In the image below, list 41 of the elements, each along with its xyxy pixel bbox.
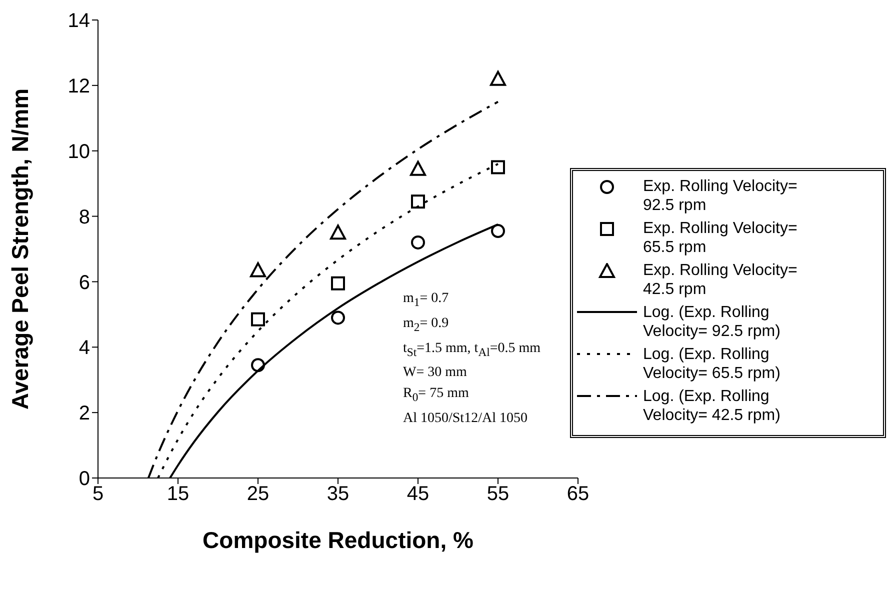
x-tick-label: 5 (92, 483, 104, 506)
point (491, 224, 505, 238)
y-tick-label: 14 (68, 10, 90, 32)
annotation: Al 1050/St12/Al 1050 (403, 410, 528, 428)
annotation: W= 30 mm (403, 364, 468, 382)
legend-label: Exp. Rolling Velocity= 42.5 rpm (643, 261, 798, 299)
y-tick-label: 10 (68, 140, 90, 163)
point (251, 312, 265, 326)
point (490, 70, 506, 86)
point (331, 310, 345, 325)
y-tick-label: 2 (78, 402, 90, 425)
x-tick-label: 45 (406, 483, 430, 506)
point (251, 358, 265, 372)
point (491, 160, 505, 174)
point (331, 276, 345, 290)
point (250, 262, 266, 278)
annotation: m$_{2}$= 0.9 (403, 314, 450, 336)
point (411, 194, 425, 209)
y-tick-label: 0 (78, 468, 90, 490)
point (330, 224, 346, 240)
annotation: R$_{0}$= 75 mm (403, 385, 470, 406)
point (411, 235, 425, 250)
y-tick-label: 8 (78, 206, 90, 228)
y-tick-label: 6 (78, 272, 90, 294)
y-tick-label: 4 (78, 337, 90, 360)
legend-label: Exp. Rolling Velocity= 65.5 rpm (643, 219, 798, 257)
point (410, 160, 426, 176)
x-tick-label: 55 (486, 483, 510, 506)
annotation: t$_{St}$=1.5 mm, t$_{Al}$=0.5 mm (403, 340, 541, 360)
annotation: m$_{1}$= 0.7 (403, 290, 450, 311)
legend-label: Log. (Exp. Rolling Velocity= 65.5 rpm) (643, 345, 782, 383)
x-axis-title: Composite Reduction, % (202, 527, 474, 553)
y-tick-label: 12 (68, 76, 90, 98)
legend-label: Exp. Rolling Velocity= 92.5 rpm (643, 177, 798, 215)
y-axis-title: Average Peel Strength, N/mm (7, 88, 34, 410)
x-tick-label: 15 (166, 483, 190, 506)
legend-label: Log. (Exp. Rolling Velocity= 42.5 rpm) (643, 387, 782, 425)
x-tick-label: 25 (246, 483, 270, 506)
x-tick-label: 35 (326, 483, 350, 506)
x-tick-label: 65 (566, 483, 590, 506)
legend-label: Log. (Exp. Rolling Velocity= 92.5 rpm) (643, 303, 782, 341)
